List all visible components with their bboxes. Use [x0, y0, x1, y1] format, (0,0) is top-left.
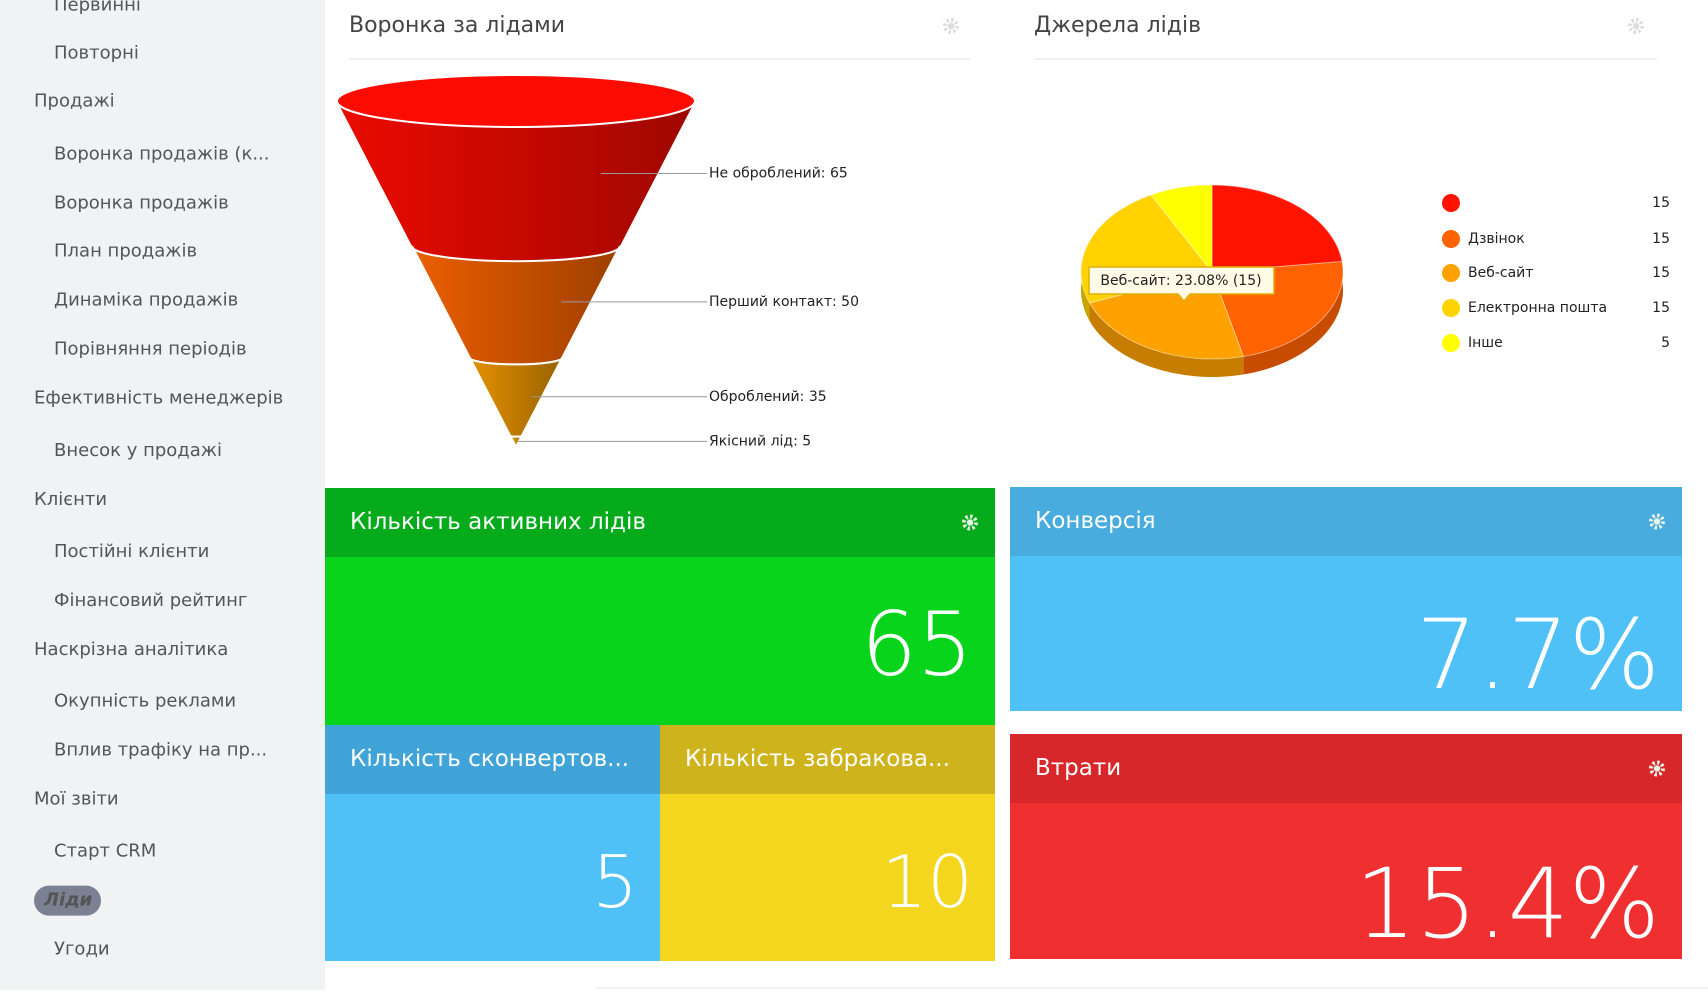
sidebar-item[interactable]: Ліди [43, 890, 93, 911]
funnel-top [336, 74, 696, 128]
funnel-label: Оброблений: 35 [709, 389, 827, 405]
legend-value: 15 [1652, 231, 1670, 247]
tile-title: Кількість активних лідів [350, 509, 646, 535]
legend-value: 5 [1661, 335, 1670, 351]
tile-value: 5 [592, 840, 638, 924]
sidebar-item[interactable]: Наскрізна аналітика [34, 639, 228, 660]
sidebar-item[interactable]: Порівняння періодів [54, 339, 247, 360]
tile-title: Конверсія [1035, 508, 1156, 534]
sidebar-item[interactable]: Старт CRM [54, 841, 156, 862]
tile-header [660, 725, 995, 794]
tile-value: 65 [861, 593, 973, 696]
sidebar-item[interactable]: Динаміка продажів [54, 290, 238, 311]
tile-title: Кількість сконвертов... [350, 746, 629, 772]
tile-value: 7.7% [1416, 599, 1660, 711]
legend-label: Електронна пошта [1468, 300, 1607, 316]
gear-icon[interactable] [1649, 760, 1665, 777]
sidebar-item[interactable]: Продажі [34, 90, 115, 111]
gear-hub [1653, 518, 1661, 525]
sidebar-item[interactable]: Окупність реклами [54, 690, 236, 711]
sidebar-item[interactable]: Клієнти [34, 489, 107, 510]
funnel-segment [411, 245, 621, 366]
funnel-label: Якісний лід: 5 [709, 433, 811, 449]
sidebar-bg [0, 0, 325, 990]
legend-swatch[interactable] [1442, 299, 1460, 317]
active-pill [34, 885, 101, 916]
legend-value: 15 [1652, 300, 1670, 316]
sidebar-item[interactable]: Воронка продажів (к... [54, 144, 269, 165]
panel-title: Воронка за лідами [349, 13, 565, 38]
tile-value: 10 [881, 840, 973, 924]
sidebar-item[interactable]: Повторні [54, 42, 139, 63]
sidebar-item[interactable]: Угоди [54, 939, 110, 960]
tile-title: Втрати [1035, 755, 1121, 781]
sidebar-item[interactable]: Фінансовий рейтинг [54, 590, 247, 611]
legend-value: 15 [1652, 195, 1670, 211]
sidebar-item[interactable]: Ефективність менеджерів [34, 388, 283, 409]
gear-hub [1632, 22, 1640, 30]
legend-swatch[interactable] [1442, 264, 1460, 282]
tile-header [1010, 734, 1682, 803]
sidebar-item[interactable]: Внесок у продажі [54, 440, 222, 461]
pie-slice-side [1089, 302, 1244, 377]
gear-icon[interactable] [1649, 513, 1665, 530]
gear-icon[interactable] [962, 514, 978, 531]
funnel-label: Перший контакт: 50 [709, 294, 859, 310]
sidebar-item[interactable]: Постійні клієнти [54, 541, 209, 562]
tooltip-box [1088, 266, 1275, 303]
funnel-segment [509, 434, 523, 450]
gear-hub [966, 519, 974, 526]
sidebar-item[interactable]: Вплив трафіку на пр... [54, 739, 267, 760]
funnel-segment [337, 101, 695, 262]
legend-swatch[interactable] [1442, 194, 1460, 212]
pie-slice[interactable] [1211, 184, 1343, 273]
tile-title: Кількість забракова... [685, 746, 950, 772]
gear-hub [947, 22, 955, 30]
legend-label: Дзвінок [1468, 231, 1525, 247]
pie-slice[interactable] [1150, 184, 1213, 274]
pie-slice-side [1243, 261, 1344, 375]
tile-value: 15.4% [1355, 848, 1660, 960]
sidebar-item[interactable]: Воронка продажів [54, 193, 229, 214]
tile-header [325, 725, 660, 794]
tile-header [1010, 487, 1682, 556]
sidebar-item[interactable]: План продажів [54, 241, 197, 262]
sidebar-item[interactable]: Мої звіти [34, 788, 119, 809]
gear-hub [1653, 765, 1661, 772]
legend-label: Веб-сайт [1468, 265, 1533, 281]
legend-swatch[interactable] [1442, 334, 1460, 352]
legend-swatch[interactable] [1442, 230, 1460, 248]
tooltip-text: Веб-сайт: 23.08% (15) [1100, 273, 1261, 289]
panel-title: Джерела лідів [1034, 13, 1201, 38]
sidebar-item[interactable]: Первинні [54, 0, 141, 15]
funnel-label: Не оброблений: 65 [709, 166, 848, 182]
legend-label: Інше [1468, 335, 1503, 351]
legend-value: 15 [1652, 265, 1670, 281]
gear-icon[interactable] [943, 18, 959, 34]
gear-icon[interactable] [1628, 18, 1644, 34]
tile-header [325, 488, 995, 557]
